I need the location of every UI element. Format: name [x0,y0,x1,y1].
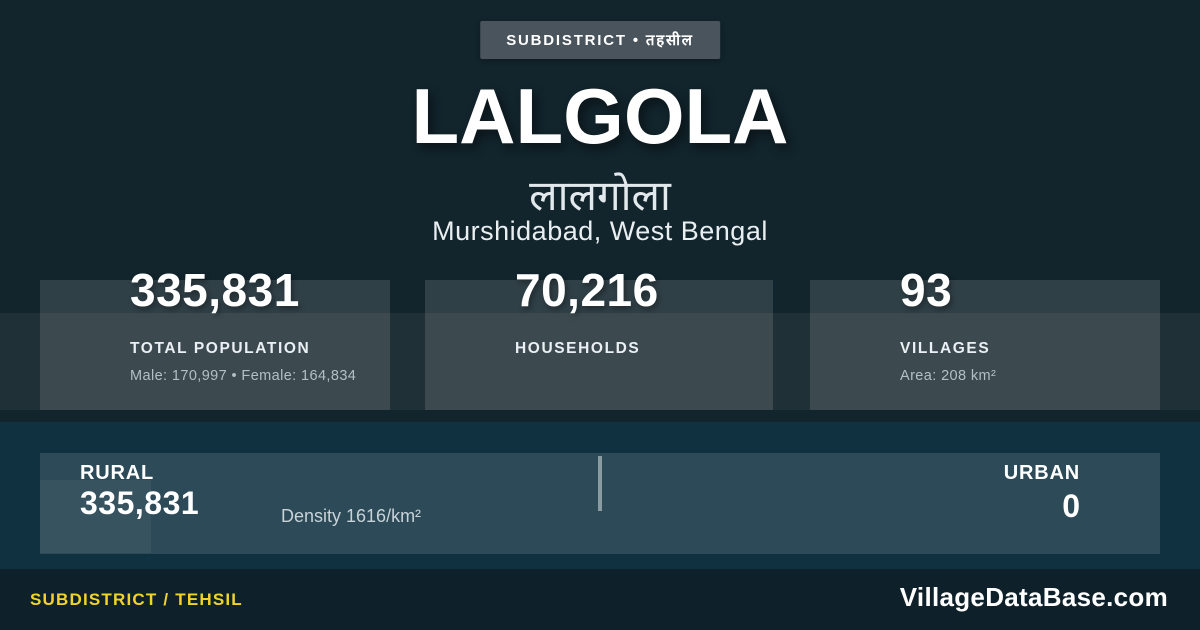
footer-type-label: SUBDISTRICT / TEHSIL [30,590,243,609]
rural-urban-band: RURAL 335,831 Density 1616/km² URBAN 0 [0,422,1200,569]
type-badge: SUBDISTRICT • तहसील [480,21,720,59]
rural-value: 335,831 [80,485,200,521]
page-title-native: लालगोला [529,172,671,219]
stat-card-villages: 93 VILLAGES Area: 208 km² [810,267,1160,410]
stats-background-band [0,313,1200,410]
urban-block: URBAN 0 [1004,462,1080,522]
page-title: LALGOLA [411,72,789,160]
rural-urban-panel: RURAL 335,831 Density 1616/km² URBAN 0 [40,453,1160,554]
type-badge-label: SUBDISTRICT • तहसील [506,32,694,49]
villages-label: VILLAGES [900,340,991,357]
households-value: 70,216 [515,264,659,316]
footer: SUBDISTRICT / TEHSIL VillageDataBase.com [0,569,1200,630]
density-text: Density 1616/km² [281,506,422,526]
location-subtitle: Murshidabad, West Bengal [432,216,768,246]
total-population-detail: Male: 170,997 • Female: 164,834 [130,368,357,384]
urban-value: 0 [1062,488,1080,524]
rural-label: RURAL [80,462,154,484]
rural-urban-divider [598,456,602,511]
households-label: HOUSEHOLDS [515,340,641,357]
stat-card-total-population: 335,831 TOTAL POPULATION Male: 170,997 •… [40,267,390,410]
villages-detail: Area: 208 km² [900,368,997,384]
total-population-label: TOTAL POPULATION [130,340,311,357]
urban-label: URBAN [1003,462,1080,484]
footer-site-link[interactable]: VillageDataBase.com [899,582,1168,612]
villages-value: 93 [900,264,953,316]
total-population-value: 335,831 [130,264,300,316]
stat-card-households: 70,216 HOUSEHOLDS [425,267,773,410]
